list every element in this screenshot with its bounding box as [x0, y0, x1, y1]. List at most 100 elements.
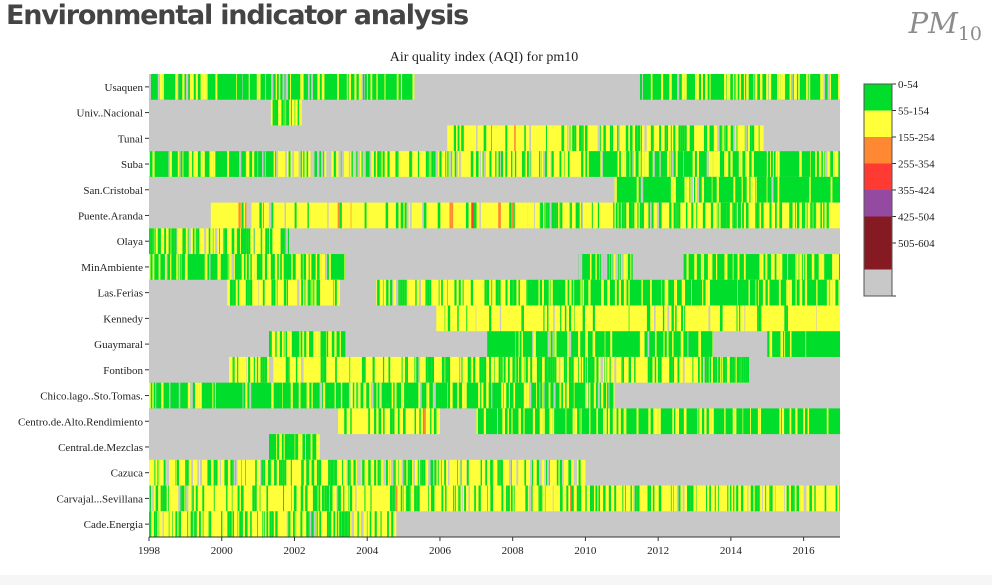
heatmap-cell	[209, 151, 212, 177]
heatmap-cell	[639, 202, 642, 229]
heatmap-cell	[585, 331, 588, 357]
heatmap-cell	[641, 279, 643, 306]
heatmap-cell	[317, 331, 319, 357]
heatmap-cell	[515, 356, 517, 383]
heatmap-cell	[374, 459, 377, 486]
heatmap-cell	[736, 485, 739, 512]
heatmap-cell	[288, 511, 290, 537]
heatmap-cell	[739, 305, 741, 332]
heatmap-cell	[185, 459, 187, 486]
heatmap-cell	[545, 151, 547, 177]
heatmap-cell	[630, 485, 632, 512]
heatmap-cell	[701, 356, 703, 383]
heatmap-cell	[192, 228, 195, 255]
heatmap-cell	[279, 459, 281, 486]
heatmap-cell	[613, 202, 615, 229]
heatmap-cell	[288, 151, 291, 177]
heatmap-cell	[229, 254, 232, 280]
heatmap-cell	[360, 459, 362, 486]
heatmap-cell	[810, 202, 812, 229]
heatmap-cell	[311, 382, 313, 409]
heatmap-cell	[324, 485, 325, 512]
heatmap-cell	[636, 485, 638, 512]
heatmap-cell	[418, 356, 421, 383]
heatmap-cell	[289, 331, 292, 357]
heatmap-cell	[585, 356, 587, 383]
heatmap-cell	[242, 74, 243, 100]
heatmap-cell	[565, 356, 567, 383]
heatmap-cell	[392, 485, 395, 512]
heatmap-cell	[185, 485, 187, 512]
heatmap-cell	[574, 408, 576, 435]
heatmap-cell	[431, 485, 434, 512]
heatmap-cell	[149, 511, 152, 537]
x-axis: 1998 2000 2002 2004 2006 2008 2010 2012 2014 2016	[138, 536, 840, 557]
legend-label: 55-154	[898, 106, 930, 118]
heatmap-cell	[387, 511, 389, 537]
heatmap-cell	[281, 99, 284, 126]
heatmap-cell	[522, 151, 525, 177]
heatmap-cell	[248, 254, 251, 280]
heatmap-cell	[278, 74, 280, 100]
heatmap-cell	[558, 356, 561, 383]
heatmap-cell	[723, 356, 726, 383]
heatmap-cell	[285, 356, 289, 383]
heatmap-cell	[585, 485, 587, 512]
heatmap-cell	[326, 485, 330, 512]
heatmap-cell	[178, 382, 181, 409]
heatmap-cell	[481, 382, 484, 409]
heatmap-cell	[152, 228, 154, 255]
heatmap-cell	[149, 228, 151, 255]
heatmap-cell	[397, 74, 399, 100]
heatmap-cell	[323, 485, 325, 512]
heatmap-cell	[188, 151, 190, 177]
heatmap-cell	[366, 511, 368, 537]
heatmap-cell	[275, 511, 278, 537]
heatmap-cell	[648, 408, 651, 435]
heatmap-cell	[589, 356, 592, 383]
heatmap-cell	[229, 254, 230, 280]
heatmap-cell	[157, 74, 160, 100]
heatmap-cell	[425, 279, 427, 306]
heatmap-cell	[313, 331, 316, 357]
heatmap-cell	[554, 356, 556, 383]
heatmap-cell	[261, 151, 264, 177]
heatmap-cell	[529, 382, 532, 409]
heatmap-cell	[299, 331, 301, 357]
heatmap-cell	[678, 202, 681, 229]
heatmap-cell	[194, 511, 196, 537]
heatmap-cell	[579, 125, 582, 152]
heatmap-cell	[213, 485, 215, 512]
heatmap-cell	[505, 151, 508, 177]
heatmap-segment	[149, 485, 840, 512]
heatmap-cell	[826, 202, 828, 229]
heatmap-cell	[276, 434, 278, 460]
heatmap-cell	[184, 228, 186, 255]
heatmap-cell	[256, 356, 259, 383]
heatmap-cell	[757, 408, 760, 435]
heatmap-cell	[372, 356, 375, 383]
heatmap-cell	[556, 459, 559, 486]
heatmap-cell	[680, 125, 683, 152]
heatmap-cell	[242, 228, 245, 255]
heatmap-cell	[775, 485, 776, 512]
heatmap-cell	[274, 99, 277, 126]
heatmap-cell	[444, 459, 446, 486]
heatmap-cell	[418, 279, 421, 306]
heatmap-cell	[751, 125, 755, 152]
heatmap-cell	[637, 485, 640, 512]
x-tick-label: 2004	[356, 545, 379, 557]
heatmap-cell	[676, 485, 679, 512]
heatmap-cell	[509, 279, 513, 306]
heatmap-cell	[833, 151, 835, 177]
heatmap-row	[149, 74, 840, 100]
heatmap-cell	[770, 151, 771, 177]
heatmap-cell	[482, 151, 484, 177]
heatmap-cell	[553, 305, 555, 332]
heatmap-cell	[289, 511, 291, 537]
heatmap-cell	[445, 151, 447, 177]
heatmap-cell	[786, 485, 789, 512]
heatmap-cell	[290, 382, 293, 409]
heatmap-cell	[578, 254, 581, 280]
heatmap-cell	[180, 254, 182, 280]
